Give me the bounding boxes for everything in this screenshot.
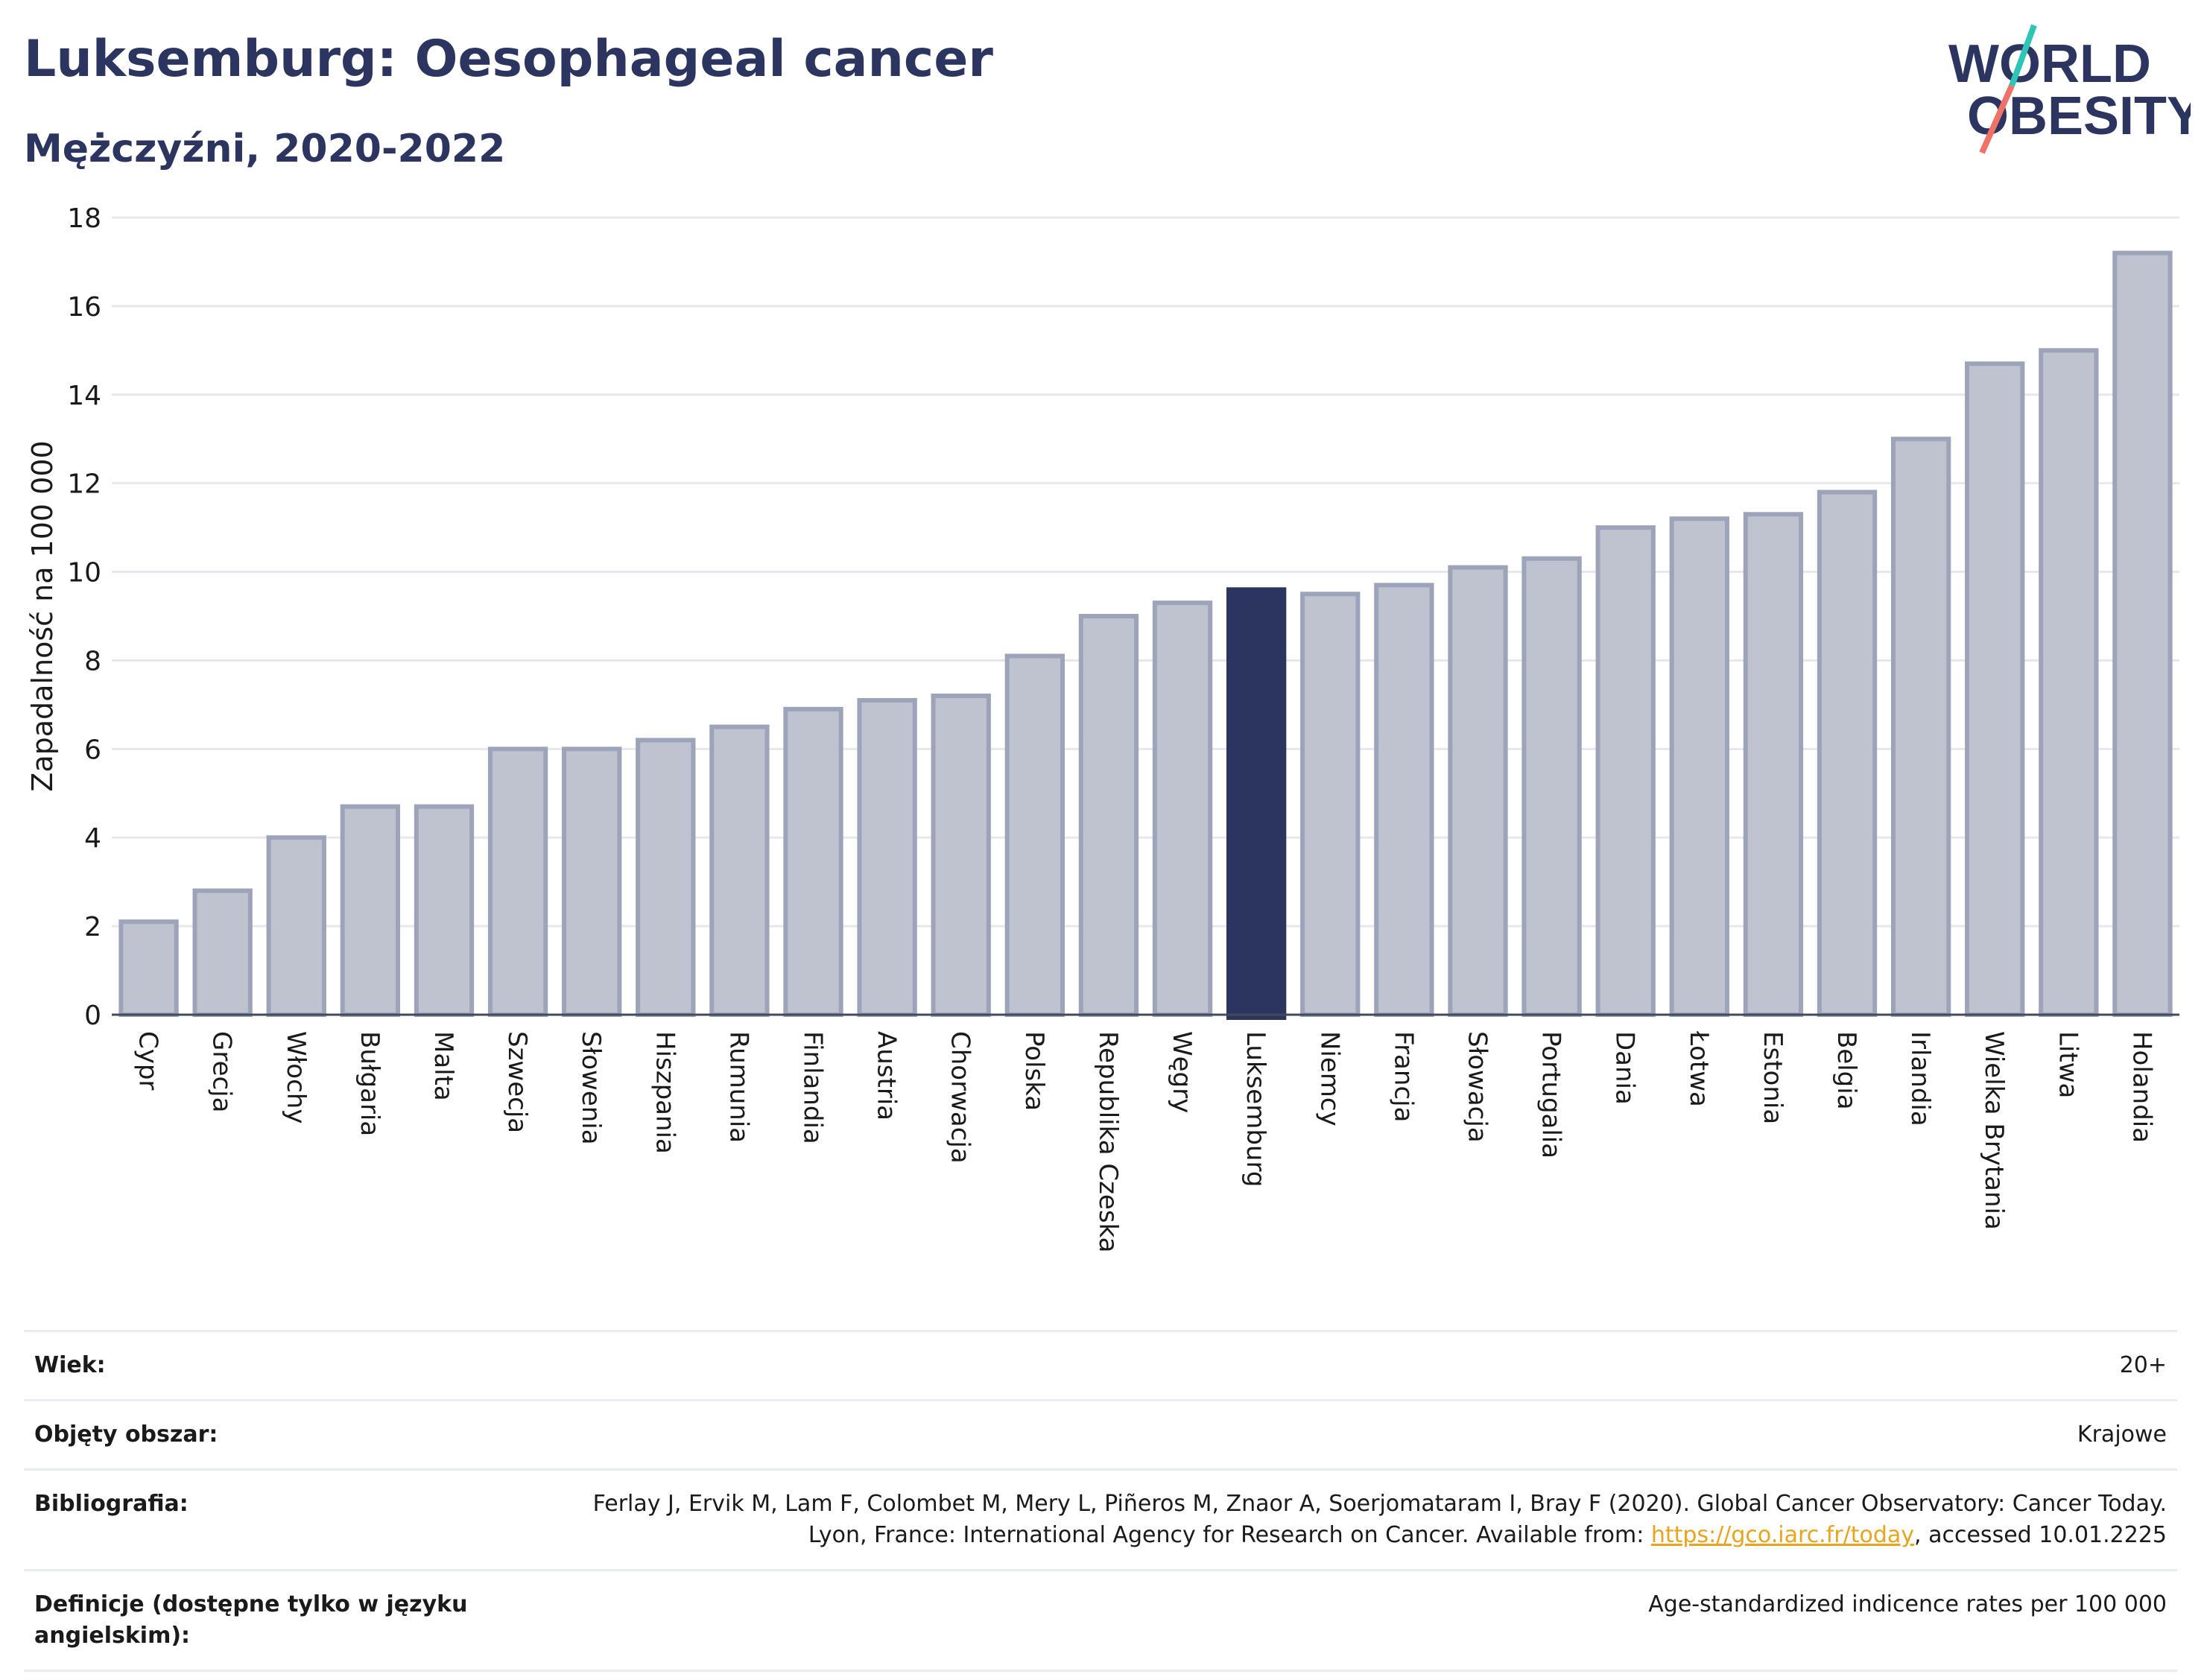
y-tick-label: 6: [84, 735, 101, 765]
bar-irlandia: [1890, 437, 1951, 1017]
bars: [118, 250, 2173, 1020]
bar-dania: [1595, 525, 1656, 1017]
bar-litwa: [2039, 348, 2099, 1018]
chart-subtitle: Mężczyźni, 2020-2022: [24, 127, 506, 171]
bar-polska: [1004, 653, 1065, 1017]
x-tick-label: Niemcy: [1314, 1031, 1344, 1126]
x-tick-label: Litwa: [2053, 1031, 2083, 1098]
x-tick-label: Republika Czeska: [1093, 1031, 1123, 1253]
y-tick-label: 12: [67, 469, 101, 500]
x-tick-label: Austria: [872, 1031, 902, 1120]
x-tick-label: Estonia: [1758, 1031, 1787, 1124]
x-tick-label: Irlandia: [1905, 1031, 1935, 1126]
x-tick-label: Dania: [1610, 1031, 1640, 1105]
bar-hiszpania: [636, 738, 696, 1017]
meta-row-definitions: Definicje (dostępne tylko w języku angie…: [24, 1571, 2177, 1672]
meta-age-label: Wiek:: [34, 1352, 106, 1378]
y-tick-label: 2: [84, 912, 101, 942]
bib-accessed: , accessed 10.01.2225: [1914, 1522, 2167, 1548]
logo-slash-coral: [1979, 84, 2015, 154]
bar-belgia: [1817, 489, 1878, 1017]
x-tick-label: Węgry: [1167, 1031, 1197, 1113]
x-tick-label: Luksemburg: [1241, 1031, 1270, 1187]
x-tick-label: Holandia: [2127, 1031, 2156, 1143]
x-tick-label: Słowenia: [576, 1031, 606, 1145]
x-tick-label: Finlandia: [798, 1031, 828, 1144]
bar-malta: [414, 804, 475, 1017]
meta-area-value: Krajowe: [2077, 1421, 2167, 1448]
x-tick-label: Cypr: [133, 1031, 163, 1090]
bar-chart: 0 2 4 6 8 10 12 14 16 18 Cypr Grecja Włochy Bułgaria…: [26, 203, 2179, 1253]
x-tick-label: Szwecja: [502, 1031, 532, 1133]
y-tick-label: 14: [67, 381, 101, 411]
x-axis-labels: Cypr Grecja Włochy Bułgaria Malta Szwecja Słow…: [133, 1030, 2157, 1253]
x-tick-label: Belgia: [1831, 1031, 1861, 1110]
meta-bib-value: Ferlay J, Ervik M, Lam F, Colombet M, Me…: [565, 1489, 2167, 1551]
x-tick-label: Włochy: [281, 1031, 311, 1123]
x-tick-label: Francja: [1388, 1031, 1418, 1122]
bar-finlandia: [783, 706, 843, 1017]
bar-słowacja: [1448, 565, 1508, 1017]
x-tick-label: Łotwa: [1684, 1030, 1714, 1107]
x-tick-label: Hiszpania: [650, 1031, 680, 1154]
y-tick-label: 18: [67, 203, 101, 234]
meta-bib-label: Bibliografia:: [34, 1491, 189, 1517]
y-tick-label: 0: [84, 1001, 101, 1031]
x-tick-label: Polska: [1019, 1031, 1049, 1111]
bar-niemcy: [1300, 592, 1361, 1017]
world-obesity-logo: WORLD OBESITY: [1948, 24, 2191, 154]
bar-włochy: [266, 835, 326, 1017]
bar-luksemburg: [1226, 587, 1287, 1020]
bib-link[interactable]: https://gco.iarc.fr/today: [1650, 1522, 1915, 1548]
bar-grecja: [192, 888, 253, 1017]
meta-age-value: 20+: [2119, 1352, 2167, 1378]
bar-estonia: [1743, 512, 1804, 1017]
bar-francja: [1374, 583, 1434, 1017]
bar-łotwa: [1669, 516, 1729, 1017]
meta-def-label: Definicje (dostępne tylko w języku angie…: [34, 1591, 468, 1649]
bar-słowenia: [562, 747, 622, 1017]
bar-republika-czeska: [1078, 614, 1139, 1017]
y-tick-label: 8: [84, 646, 101, 676]
logo-line-1: WORLD: [1948, 34, 2151, 94]
chart-title: Luksemburg: Oesophageal cancer: [24, 30, 993, 89]
bar-węgry: [1152, 600, 1213, 1017]
bar-wielka-brytania: [1965, 361, 2025, 1017]
bar-holandia: [2112, 250, 2173, 1017]
meta-row-area: Objęty obszar: Krajowe: [24, 1401, 2177, 1471]
bar-bułgaria: [340, 804, 401, 1017]
y-tick-label: 16: [67, 292, 101, 323]
meta-area-label: Objęty obszar:: [34, 1421, 218, 1448]
bar-rumunia: [709, 724, 770, 1017]
y-tick-label: 10: [67, 558, 101, 589]
x-tick-label: Wielka Brytania: [1979, 1031, 2009, 1230]
bar-szwecja: [487, 747, 548, 1017]
metadata-table: Wiek: 20+ Objęty obszar: Krajowe Bibliog…: [24, 1330, 2177, 1672]
meta-def-value: Age-standardized indicence rates per 100…: [1648, 1591, 2167, 1617]
x-tick-label: Chorwacja: [946, 1031, 975, 1164]
x-tick-label: Rumunia: [723, 1031, 753, 1143]
meta-row-bibliography: Bibliografia: Ferlay J, Ervik M, Lam F, …: [24, 1471, 2177, 1571]
x-tick-label: Bułgaria: [355, 1031, 384, 1136]
y-axis-ticks: 0 2 4 6 8 10 12 14 16 18: [67, 203, 101, 1031]
y-axis-label: Zapadalność na 100 000: [26, 440, 59, 791]
y-tick-label: 4: [84, 823, 101, 854]
meta-row-age: Wiek: 20+: [24, 1332, 2177, 1401]
logo-slash-teal: [2009, 24, 2037, 87]
bar-austria: [857, 697, 917, 1017]
bar-portugalia: [1521, 556, 1582, 1017]
x-tick-label: Grecja: [207, 1031, 237, 1112]
bib-text: Ferlay J, Ervik M, Lam F, Colombet M, Me…: [592, 1491, 2167, 1548]
bar-chorwacja: [931, 694, 991, 1017]
x-tick-label: Malta: [428, 1031, 458, 1101]
x-tick-label: Portugalia: [1536, 1031, 1566, 1158]
x-tick-label: Słowacja: [1462, 1031, 1492, 1143]
bar-cypr: [118, 919, 179, 1017]
